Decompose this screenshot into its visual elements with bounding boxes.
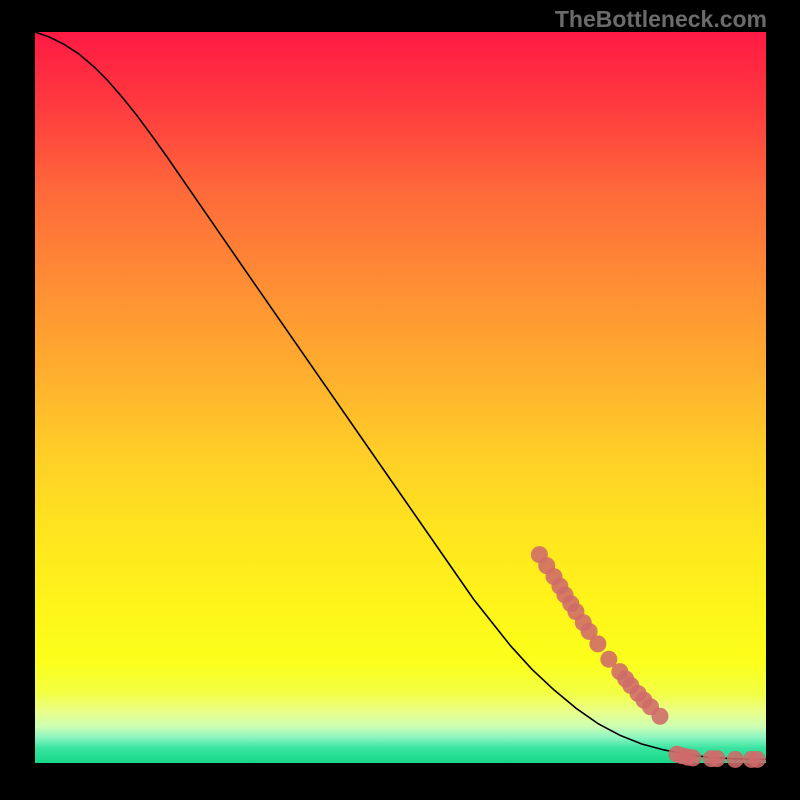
data-point xyxy=(709,750,726,767)
watermark-text: TheBottleneck.com xyxy=(555,6,767,33)
data-point xyxy=(727,751,744,768)
data-point xyxy=(749,751,766,768)
data-point xyxy=(652,708,669,725)
data-point xyxy=(589,635,606,652)
plot-area xyxy=(35,32,766,763)
data-point xyxy=(684,749,701,766)
